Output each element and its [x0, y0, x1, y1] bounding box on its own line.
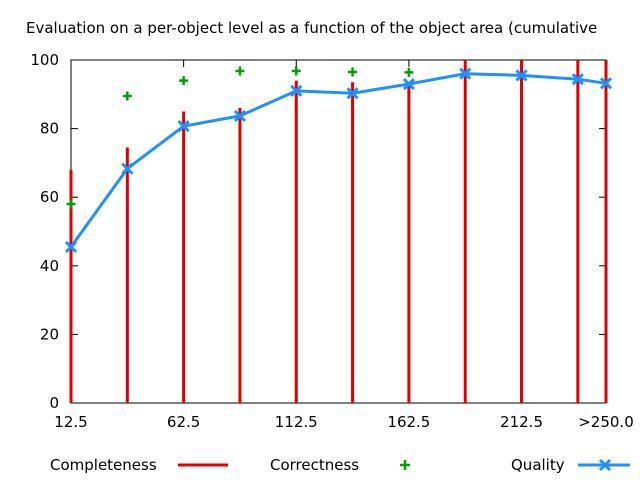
- correctness-point: [291, 66, 301, 76]
- y-axis: 0 20 40 60 80 100: [30, 51, 606, 412]
- quality-line: [69, 72, 607, 248]
- quality-point: [121, 162, 134, 175]
- quality-point: [290, 84, 303, 97]
- y-tick-label: 20: [40, 325, 59, 343]
- x-tick-label: 12.5: [54, 413, 87, 431]
- x-axis: 12.5 62.5 112.5 162.5 212.5 >250.0: [54, 60, 634, 431]
- quality-series: [64, 67, 613, 253]
- quality-point: [599, 77, 613, 90]
- completeness-series: [69, 60, 608, 403]
- plot-frame: [70, 59, 607, 404]
- correctness-series: [66, 66, 414, 209]
- y-tick-label: 40: [40, 257, 59, 275]
- x-tick-label: >250.0: [578, 413, 634, 431]
- quality-point: [64, 240, 78, 253]
- quality-point: [515, 69, 528, 82]
- correctness-point: [122, 91, 132, 101]
- legend-correctness-label: Correctness: [270, 456, 359, 474]
- y-tick-label: 60: [40, 188, 59, 206]
- quality-point: [177, 120, 190, 133]
- quality-point: [402, 77, 415, 91]
- legend-completeness-label: Completeness: [50, 456, 157, 474]
- quality-point: [459, 67, 472, 80]
- quality-point: [346, 87, 359, 100]
- x-tick-label: 162.5: [387, 413, 430, 431]
- legend: Completeness Correctness Quality: [50, 456, 630, 474]
- correctness-point: [404, 67, 414, 77]
- legend-correctness-swatch: [400, 460, 410, 470]
- correctness-point: [179, 76, 189, 86]
- correctness-point: [235, 66, 245, 76]
- y-tick-label: 80: [40, 120, 59, 138]
- chart-title: Evaluation on a per-object level as a fu…: [26, 19, 597, 37]
- x-tick-label: 212.5: [500, 413, 543, 431]
- quality-point: [233, 109, 247, 122]
- correctness-point: [348, 67, 358, 77]
- x-tick-label: 62.5: [167, 413, 200, 431]
- y-tick-label: 0: [49, 394, 59, 412]
- y-tick-label: 100: [30, 51, 59, 69]
- correctness-point: [66, 199, 76, 209]
- legend-quality-swatch: [578, 458, 630, 472]
- x-tick-label: 112.5: [275, 413, 318, 431]
- quality-point: [571, 73, 584, 86]
- legend-quality-label: Quality: [511, 456, 565, 474]
